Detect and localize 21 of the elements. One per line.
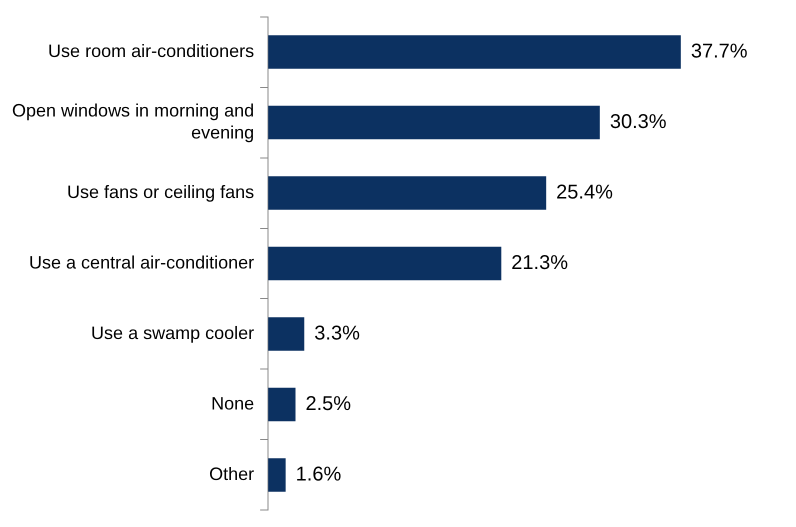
bar bbox=[268, 388, 296, 422]
bar bbox=[268, 35, 681, 69]
y-tick-label: Use a central air-conditioner bbox=[29, 252, 254, 272]
data-label: 1.6% bbox=[296, 463, 342, 486]
data-label: 25.4% bbox=[556, 182, 614, 204]
data-label: 37.7% bbox=[690, 40, 748, 63]
data-label: 3.3% bbox=[314, 322, 360, 344]
data-label: 2.5% bbox=[306, 392, 352, 415]
bar bbox=[268, 176, 546, 210]
y-tick-label: None bbox=[211, 393, 254, 414]
y-tick-label: Use room air-conditioners bbox=[48, 41, 254, 62]
bar bbox=[268, 246, 502, 280]
bar bbox=[268, 458, 286, 492]
data-label: 21.3% bbox=[511, 252, 568, 274]
data-label: 30.3% bbox=[610, 111, 667, 134]
y-tick-label: Open windows in morning and evening bbox=[12, 100, 254, 142]
bar bbox=[268, 106, 600, 140]
bar bbox=[268, 317, 304, 351]
y-tick-label: Use a swamp cooler bbox=[91, 322, 254, 343]
y-tick-label: Use fans or ceiling fans bbox=[67, 182, 254, 202]
y-tick-label: Other bbox=[209, 464, 254, 484]
